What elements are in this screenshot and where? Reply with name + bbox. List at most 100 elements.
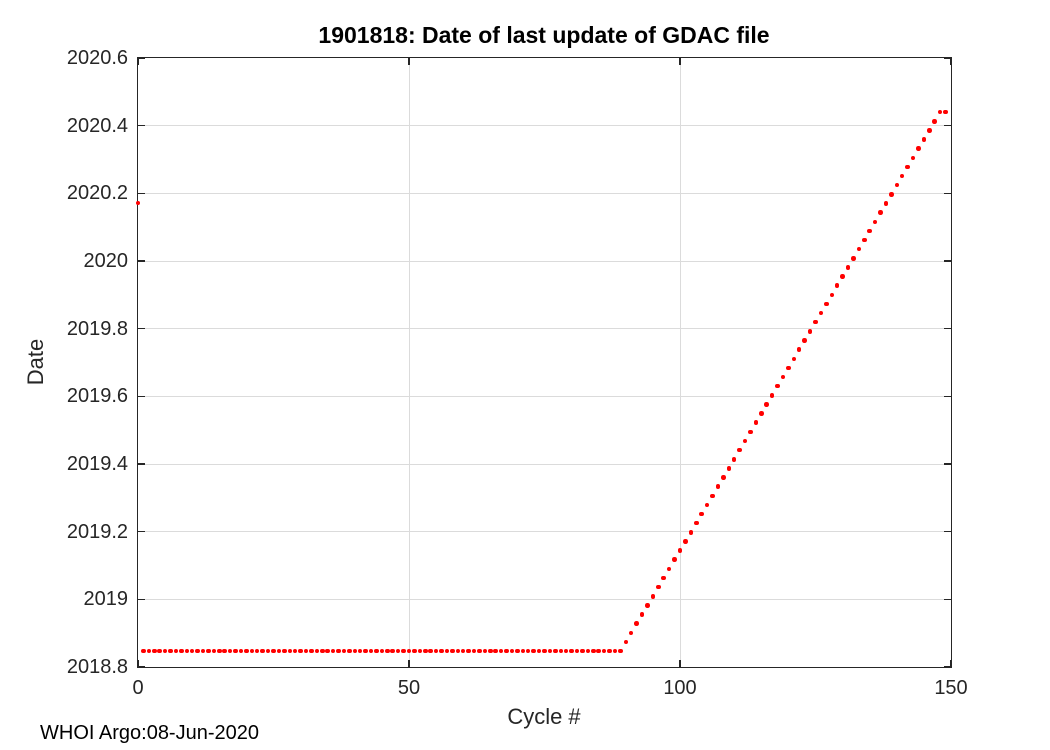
- data-point: [694, 520, 699, 526]
- data-point: [883, 201, 889, 206]
- y-tick-left: [138, 530, 145, 533]
- data-point: [303, 648, 309, 654]
- data-point: [910, 155, 916, 161]
- data-point: [417, 648, 423, 654]
- data-point: [834, 283, 840, 288]
- data-point: [759, 411, 764, 416]
- data-point: [493, 648, 498, 654]
- data-point: [612, 648, 618, 654]
- data-point: [330, 648, 336, 654]
- data-point: [824, 301, 829, 307]
- y-tick-label: 2019.4: [66, 453, 128, 475]
- data-point: [748, 429, 753, 435]
- data-point: [585, 648, 591, 654]
- data-point: [135, 200, 141, 206]
- data-point: [791, 356, 797, 362]
- data-point: [840, 274, 845, 279]
- data-point: [439, 648, 444, 654]
- data-point: [390, 648, 395, 654]
- data-point: [385, 648, 390, 654]
- data-point: [601, 648, 607, 654]
- data-point: [802, 338, 807, 343]
- data-point: [141, 648, 146, 654]
- data-point: [173, 648, 179, 654]
- data-point: [498, 648, 504, 654]
- data-point: [271, 648, 276, 654]
- x-axis-label: Cycle #: [507, 704, 581, 729]
- y-gridline: [138, 192, 951, 194]
- data-point: [184, 648, 190, 654]
- data-point: [845, 265, 851, 270]
- data-point: [325, 648, 330, 654]
- data-point: [553, 648, 558, 654]
- data-point: [661, 575, 666, 581]
- y-tick-right: [944, 260, 951, 262]
- data-point: [157, 648, 162, 654]
- data-point: [656, 584, 661, 590]
- data-point: [146, 648, 152, 654]
- y-gridline: [138, 598, 951, 600]
- data-point: [211, 648, 217, 654]
- data-point: [894, 182, 900, 188]
- data-point: [287, 648, 292, 654]
- y-tick-left: [138, 598, 145, 601]
- y-tick-label: 2020.2: [66, 182, 128, 205]
- data-point: [357, 648, 363, 654]
- data-series-layer: [135, 58, 951, 667]
- y-gridline: [138, 125, 951, 127]
- y-gridline: [138, 328, 951, 330]
- data-point: [347, 648, 352, 654]
- watermark-text: WHOI Argo:08-Jun-2020: [40, 722, 259, 744]
- data-point: [688, 530, 694, 535]
- data-point: [450, 648, 455, 654]
- data-point: [829, 292, 834, 298]
- data-point: [563, 648, 569, 654]
- y-tick-left: [138, 327, 145, 330]
- data-point: [650, 594, 656, 599]
- data-point: [314, 648, 320, 654]
- data-point: [238, 648, 244, 654]
- y-tick-right: [944, 124, 951, 127]
- data-point: [471, 648, 477, 654]
- data-point: [645, 603, 650, 608]
- data-point: [726, 466, 732, 471]
- data-point: [433, 648, 439, 654]
- data-point: [395, 648, 401, 654]
- data-point: [769, 393, 775, 398]
- y-tick-label: 2020.6: [66, 47, 128, 69]
- data-point: [363, 648, 368, 654]
- data-point: [715, 484, 721, 489]
- data-point: [352, 648, 358, 654]
- data-point: [764, 402, 769, 407]
- y-tick-label: 2019.6: [66, 385, 128, 408]
- y-tick-label: 2018.8: [66, 656, 128, 678]
- y-tick-left: [138, 260, 145, 262]
- data-point: [336, 648, 341, 654]
- data-point: [282, 648, 287, 654]
- data-point: [731, 457, 737, 462]
- x-tick-bottom: [137, 660, 139, 667]
- data-point: [672, 557, 677, 562]
- data-point: [807, 329, 813, 334]
- data-point: [721, 475, 726, 480]
- data-point: [536, 648, 542, 654]
- data-point: [677, 548, 683, 553]
- x-tick-top: [679, 58, 681, 65]
- data-point: [786, 365, 791, 371]
- data-point: [298, 648, 303, 654]
- data-point: [466, 648, 471, 654]
- y-tick-right: [944, 395, 951, 398]
- data-point: [618, 648, 623, 654]
- x-tick-top: [950, 58, 952, 65]
- data-point: [753, 420, 759, 425]
- plot-area: [135, 57, 952, 668]
- y-tick-label: 2020.4: [66, 114, 128, 137]
- data-point: [634, 621, 639, 626]
- y-tick-right: [944, 327, 951, 330]
- data-point: [889, 192, 894, 197]
- data-point: [856, 246, 862, 252]
- data-point: [520, 648, 526, 654]
- data-point: [780, 374, 786, 380]
- data-point: [406, 648, 412, 654]
- data-point: [699, 511, 704, 517]
